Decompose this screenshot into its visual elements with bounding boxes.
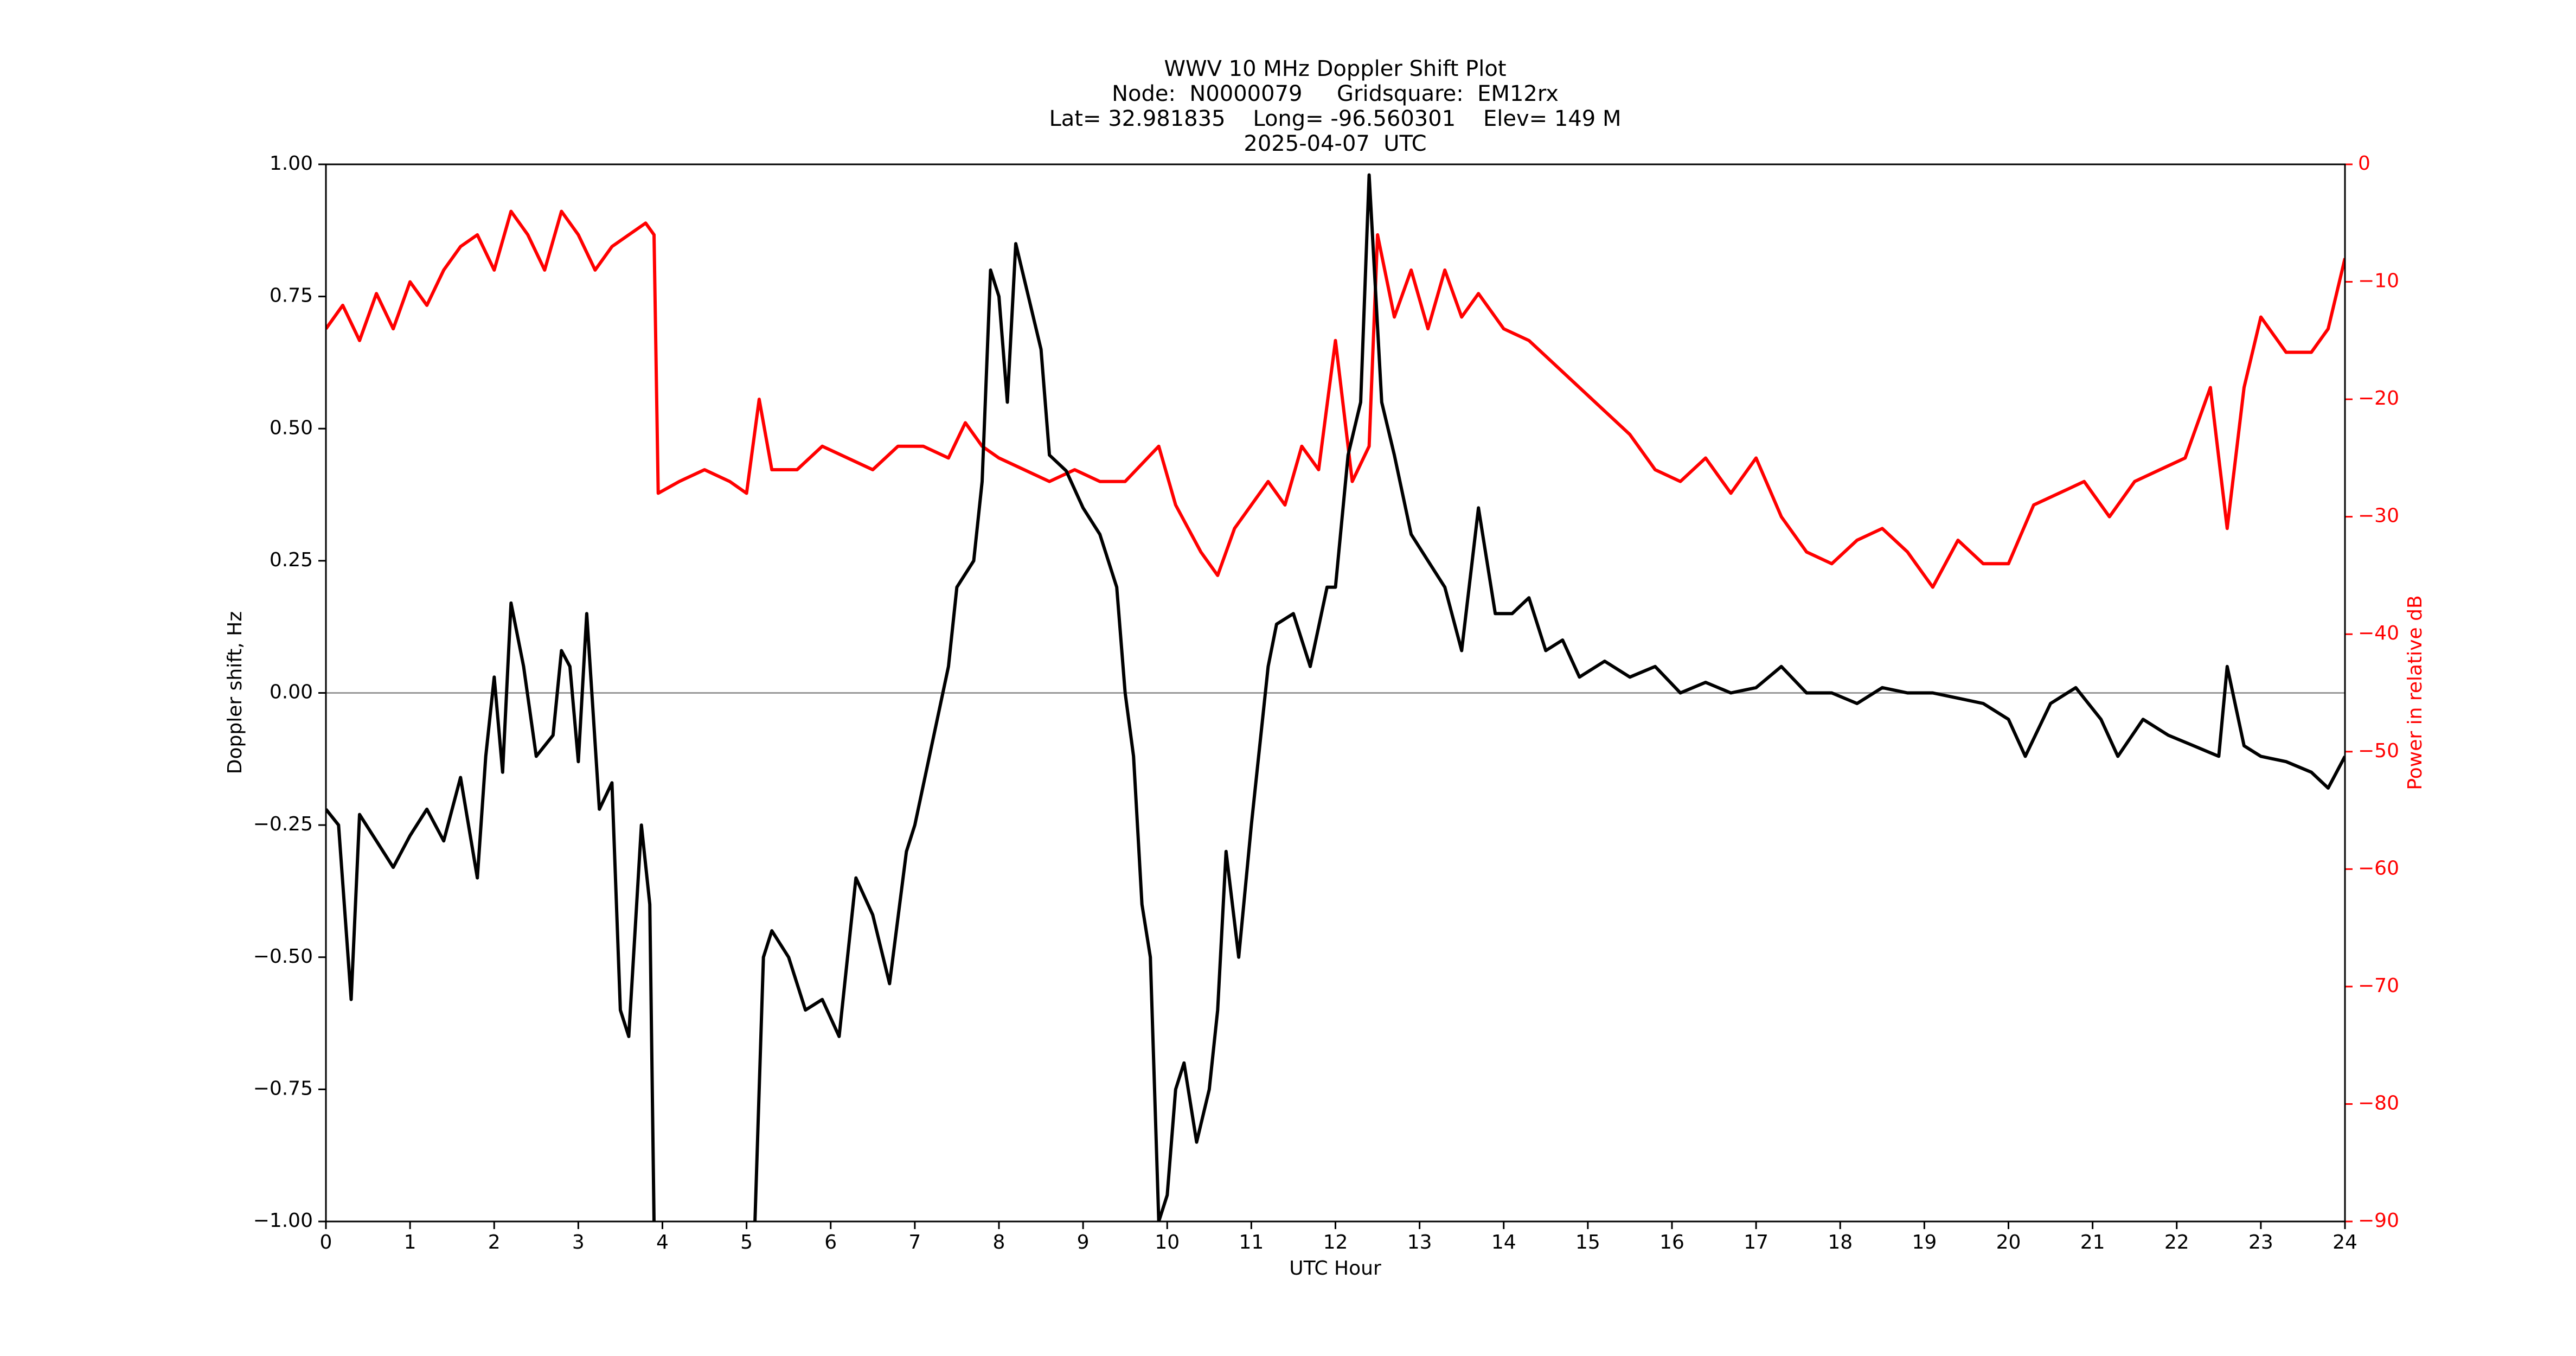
x-tick-label: 22 xyxy=(2164,1231,2189,1253)
x-tick-label: 23 xyxy=(2248,1231,2273,1253)
x-tick-label: 2 xyxy=(488,1231,501,1253)
plot-frame xyxy=(325,163,2346,1223)
x-tick-label: 10 xyxy=(1155,1231,1180,1253)
x-tick-label: 19 xyxy=(1912,1231,1937,1253)
x-tick-label: 24 xyxy=(2333,1231,2357,1253)
y-tick-label: −0.25 xyxy=(253,813,313,835)
x-tick-label: 9 xyxy=(1077,1231,1090,1253)
y2-tick-label: −60 xyxy=(2358,857,2399,879)
y2-tick-label: −80 xyxy=(2358,1092,2399,1114)
y-tick-label: −0.50 xyxy=(253,945,313,968)
y2-tick-label: −70 xyxy=(2358,975,2399,997)
x-tick-label: 20 xyxy=(1996,1231,2021,1253)
x-tick-label: 15 xyxy=(1575,1231,1600,1253)
x-tick-label: 1 xyxy=(404,1231,416,1253)
chart-title: 2025-04-07 UTC xyxy=(1244,131,1426,156)
y2-tick-label: −90 xyxy=(2358,1210,2399,1232)
chart-title: Lat= 32.981835 Long= -96.560301 Elev= 14… xyxy=(1049,106,1622,131)
x-tick-label: 14 xyxy=(1491,1231,1516,1253)
y2-tick-label: −50 xyxy=(2358,740,2399,762)
y-axis-label: Doppler shift, Hz xyxy=(224,611,246,774)
plot-lines xyxy=(326,173,2345,1221)
y-tick-label: −1.00 xyxy=(253,1210,313,1232)
y2-axis-label: Power in relative dB xyxy=(2404,595,2426,790)
x-tick-label: 21 xyxy=(2080,1231,2105,1253)
series-line xyxy=(326,209,2345,589)
series-line xyxy=(326,173,2345,1221)
x-tick-label: 17 xyxy=(1744,1231,1768,1253)
x-tick-label: 13 xyxy=(1407,1231,1432,1253)
y2-tick-label: 0 xyxy=(2358,152,2370,175)
y-tick-label: −0.75 xyxy=(253,1077,313,1099)
x-tick-label: 8 xyxy=(993,1231,1005,1253)
x-tick-label: 11 xyxy=(1239,1231,1264,1253)
y-tick-label: 0.00 xyxy=(270,681,313,703)
y-tick-label: 0.50 xyxy=(270,417,313,439)
y2-tick-label: −30 xyxy=(2358,505,2399,527)
x-axis-label: UTC Hour xyxy=(1289,1257,1381,1280)
y2-tick-label: −10 xyxy=(2358,270,2399,292)
x-tick-label: 18 xyxy=(1828,1231,1853,1253)
x-tick-label: 5 xyxy=(740,1231,753,1253)
chart-title: WWV 10 MHz Doppler Shift Plot xyxy=(1164,56,1506,81)
chart-title: Node: N0000079 Gridsquare: EM12rx xyxy=(1112,81,1559,106)
y-tick-label: 0.75 xyxy=(270,285,313,307)
y2-tick-label: −40 xyxy=(2358,622,2399,644)
x-tick-label: 12 xyxy=(1323,1231,1348,1253)
y2-tick-label: −20 xyxy=(2358,387,2399,410)
y-tick-label: 0.25 xyxy=(270,549,313,571)
y-tick-label: 1.00 xyxy=(270,152,313,175)
x-tick-label: 3 xyxy=(572,1231,585,1253)
x-tick-label: 16 xyxy=(1659,1231,1684,1253)
x-tick-label: 0 xyxy=(320,1231,332,1253)
x-tick-label: 7 xyxy=(908,1231,921,1253)
x-tick-label: 6 xyxy=(824,1231,837,1253)
x-tick-label: 4 xyxy=(656,1231,669,1253)
